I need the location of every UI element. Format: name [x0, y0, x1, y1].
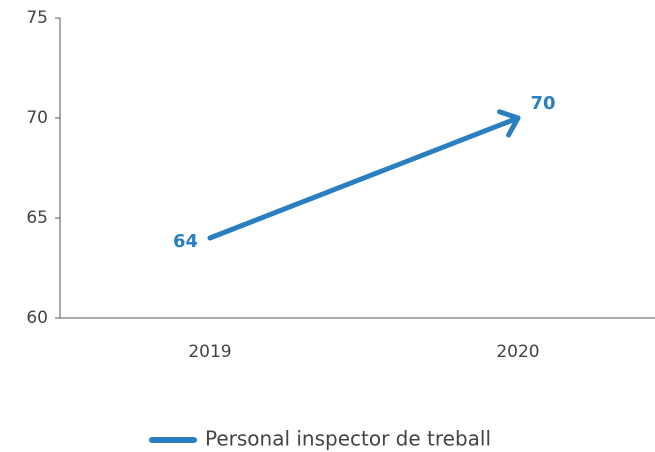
y-tick-label: 65 [26, 208, 48, 228]
x-tick-label: 2019 [188, 342, 231, 362]
data-label: 64 [173, 231, 198, 252]
y-tick-label: 75 [26, 8, 48, 28]
x-tick-label: 2020 [496, 342, 539, 362]
line [207, 109, 521, 241]
y-tick-label: 70 [26, 108, 48, 128]
data-label: 70 [530, 93, 555, 114]
y-tick-label: 60 [26, 308, 48, 328]
legend-label: Personal inspector de treball [205, 427, 491, 451]
